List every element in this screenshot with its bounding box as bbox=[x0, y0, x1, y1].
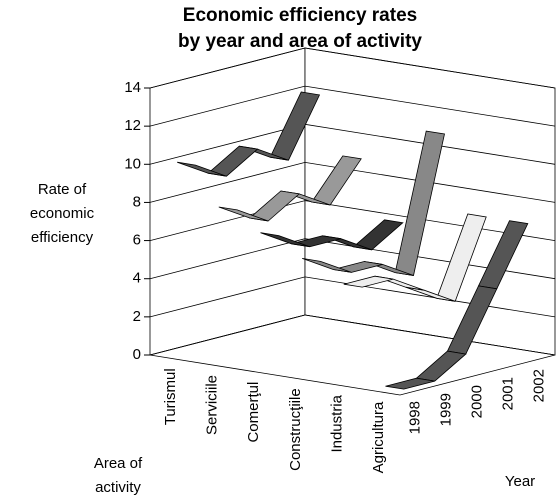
x-tick-label: Industria bbox=[328, 394, 345, 452]
ribbon-segment bbox=[218, 206, 269, 222]
y-tick-label: 8 bbox=[133, 193, 141, 210]
ribbon-segment bbox=[260, 232, 310, 248]
grid-line bbox=[149, 238, 556, 280]
x-tick-label: Comerţul bbox=[245, 382, 262, 443]
y-tick-label: 14 bbox=[124, 79, 141, 96]
x-tick-label: Construcţiile bbox=[287, 388, 304, 471]
y-tick-label: 0 bbox=[133, 346, 141, 363]
ribbon-segment bbox=[177, 161, 227, 177]
ribbon-segment bbox=[385, 377, 435, 390]
x-axis-title: activity bbox=[95, 479, 141, 496]
y-tick-label: 6 bbox=[133, 232, 141, 249]
z-tick-label: 1998 bbox=[406, 401, 423, 434]
x-tick-label: Turismul bbox=[162, 368, 179, 425]
z-tick-label: 1999 bbox=[437, 393, 454, 426]
grid-line bbox=[149, 47, 556, 89]
x-tick-label: Agricultura bbox=[370, 401, 387, 473]
chart-title: by year and area of activity bbox=[178, 31, 422, 52]
y-axis-title: Rate of bbox=[38, 181, 87, 198]
grid-line bbox=[149, 161, 556, 203]
y-axis-title: economic bbox=[30, 205, 95, 222]
z-tick-label: 2002 bbox=[530, 369, 547, 402]
z-axis-title: Year bbox=[505, 473, 535, 490]
y-tick-label: 10 bbox=[124, 155, 141, 172]
z-tick-label: 2000 bbox=[468, 385, 485, 418]
chart-title: Economic efficiency rates bbox=[183, 5, 417, 26]
ribbon-segment bbox=[343, 275, 394, 288]
y-tick-label: 2 bbox=[133, 308, 141, 325]
y-tick-label: 4 bbox=[133, 270, 141, 287]
z-tick-label: 2001 bbox=[499, 377, 516, 410]
grid-line bbox=[149, 85, 556, 127]
y-tick-label: 12 bbox=[124, 117, 141, 134]
ribbon-segment bbox=[302, 258, 352, 273]
x-tick-label: Serviciile bbox=[203, 375, 220, 435]
x-axis-title: Area of bbox=[94, 455, 143, 472]
y-axis-title: efficiency bbox=[31, 229, 94, 246]
